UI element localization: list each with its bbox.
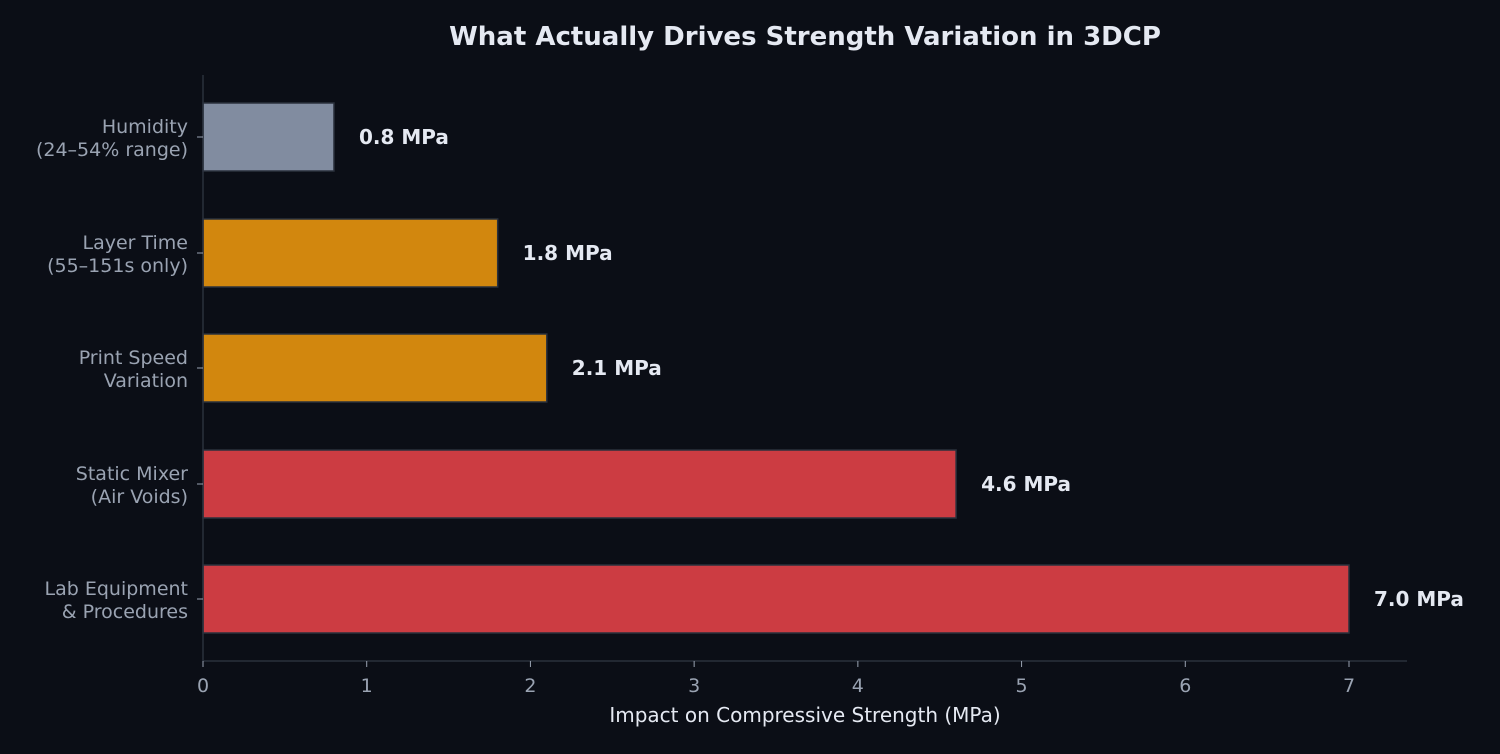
bar (202, 564, 1350, 634)
x-tick-label: 1 (361, 675, 373, 697)
y-tick-label: Print Speed (79, 347, 188, 369)
chart-title: What Actually Drives Strength Variation … (449, 22, 1161, 52)
x-tick-label: 4 (852, 675, 864, 697)
data-label: 4.6 MPa (981, 472, 1071, 496)
data-label: 2.1 MPa (572, 356, 662, 380)
y-tick-label: (24–54% range) (36, 139, 188, 161)
data-label: 1.8 MPa (523, 241, 613, 265)
x-tick-label: 0 (197, 675, 209, 697)
y-tick-label: Lab Equipment (45, 578, 188, 600)
y-tick-label: (Air Voids) (91, 486, 188, 508)
y-tick-label: Static Mixer (76, 463, 188, 485)
x-tick-label: 7 (1343, 675, 1355, 697)
bar (202, 218, 499, 288)
data-label: 7.0 MPa (1374, 587, 1464, 611)
x-tick-label: 3 (688, 675, 700, 697)
y-tick-label: Humidity (102, 116, 188, 138)
y-tick-label: (55–151s only) (47, 255, 188, 277)
x-axis-label: Impact on Compressive Strength (MPa) (609, 703, 1000, 727)
bar (202, 102, 335, 172)
data-label: 0.8 MPa (359, 125, 449, 149)
bar (202, 449, 957, 519)
y-tick-label: & Procedures (62, 601, 188, 623)
x-tick-label: 5 (1016, 675, 1028, 697)
x-tick-label: 6 (1179, 675, 1191, 697)
y-tick-label: Variation (104, 370, 188, 392)
x-tick-label: 2 (524, 675, 536, 697)
bar (202, 333, 548, 403)
y-tick-label: Layer Time (82, 232, 188, 254)
